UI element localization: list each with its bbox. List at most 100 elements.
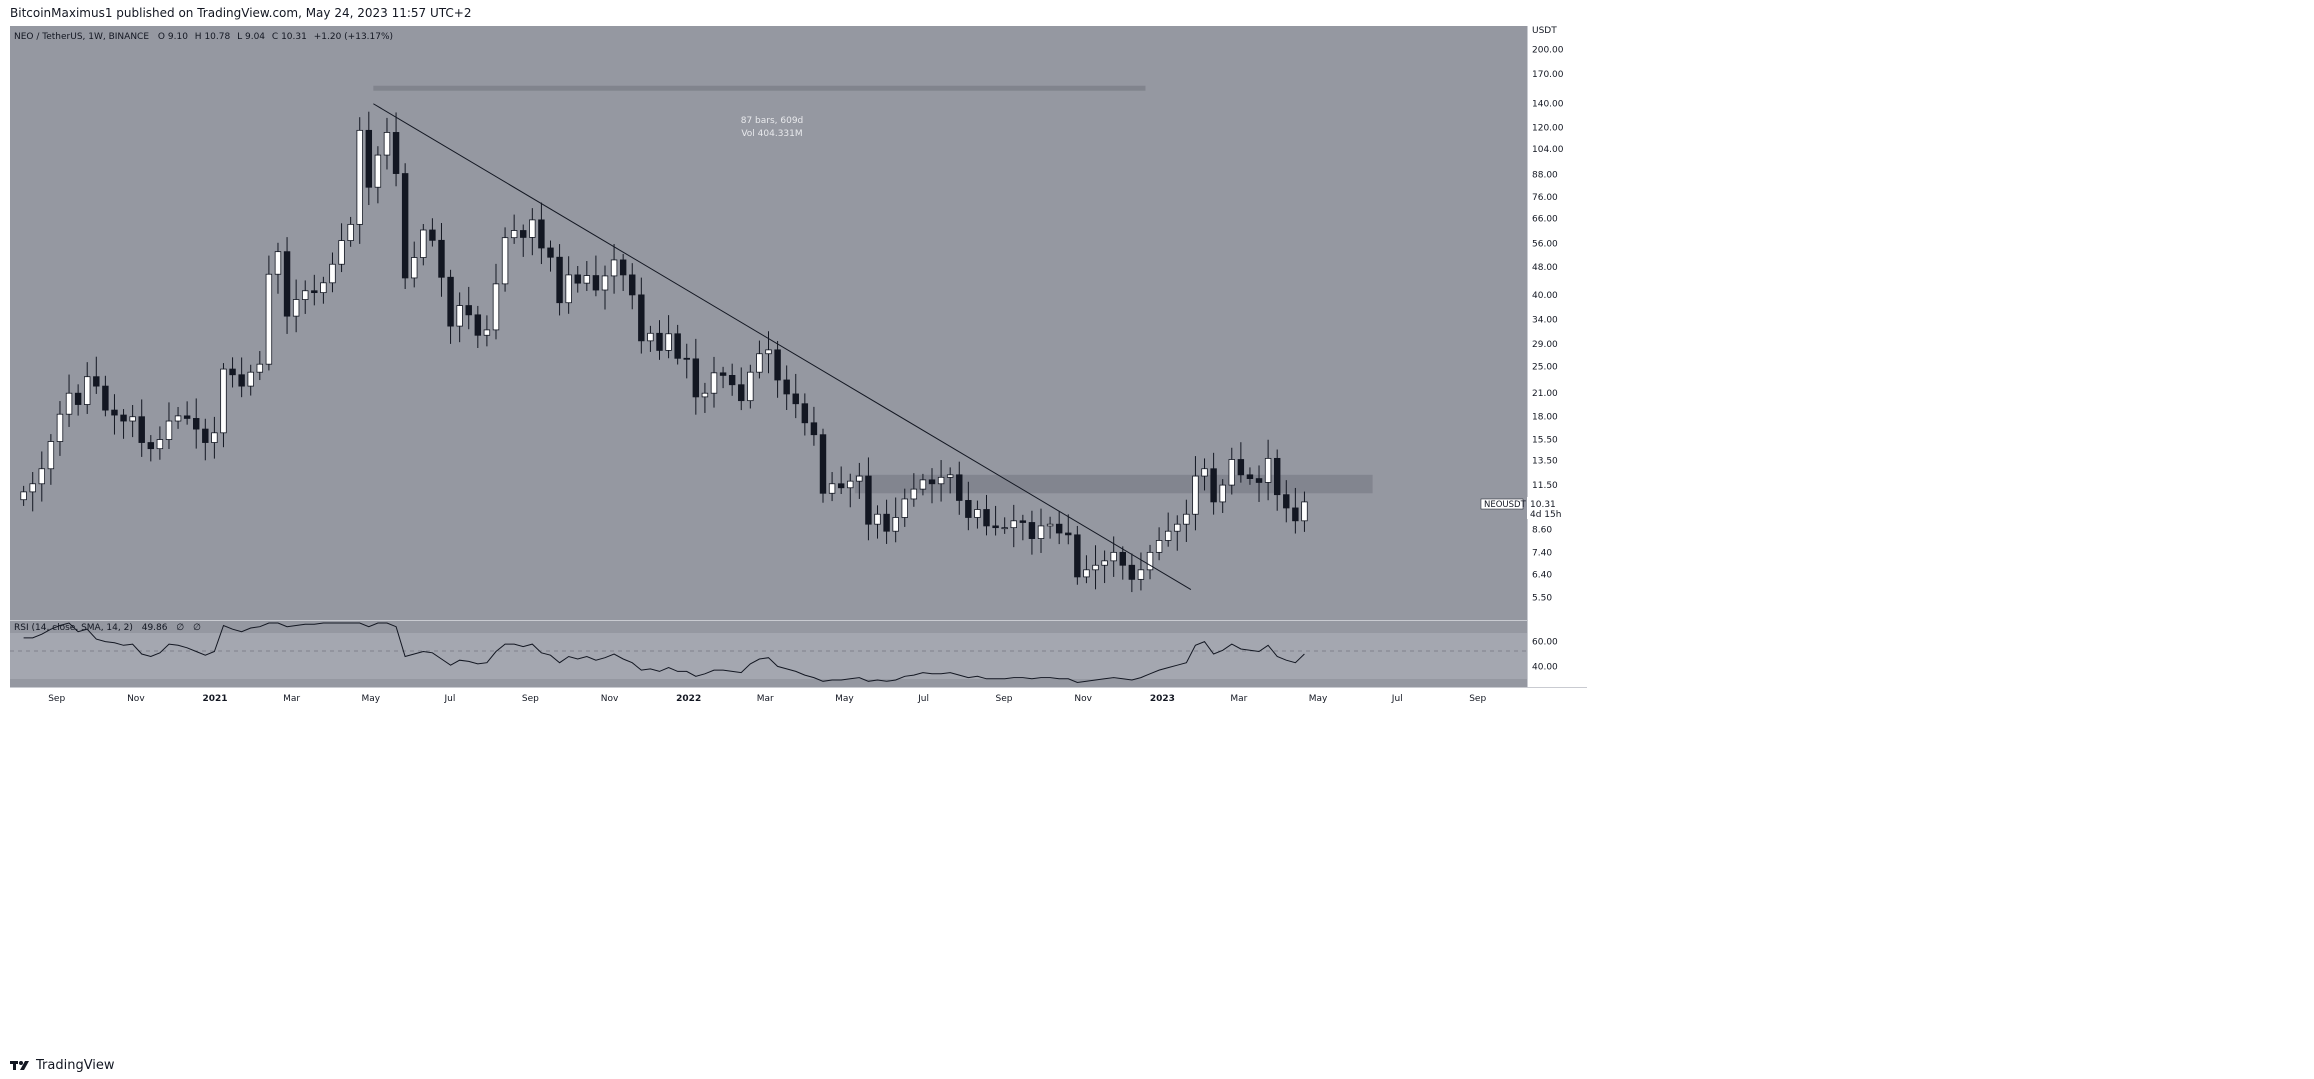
candle <box>992 505 999 536</box>
candle-body <box>1019 520 1027 523</box>
candle <box>465 286 472 330</box>
candle <box>292 279 300 333</box>
candle-body <box>347 223 354 241</box>
rsi-tick-label: 40.00 <box>1532 662 1558 672</box>
candle <box>483 315 491 347</box>
legend-high-value: 10.78 <box>204 32 230 42</box>
candle <box>783 365 790 411</box>
candle <box>338 223 345 273</box>
candle <box>1137 552 1145 591</box>
candle-body <box>865 475 872 525</box>
price-tick-label: 5.50 <box>1532 594 1552 604</box>
candle <box>592 255 600 297</box>
candle <box>447 269 454 344</box>
candle-layer <box>20 111 1308 593</box>
time-tick-label: 2022 <box>676 694 701 704</box>
price-tick-label: 11.50 <box>1532 481 1558 491</box>
candle <box>701 382 709 413</box>
price-tick-label: 200.00 <box>1532 45 1564 55</box>
candle <box>320 276 327 304</box>
candle-body <box>1137 569 1145 580</box>
candle-body <box>547 247 554 258</box>
price-tag-symbol: NEOUSDT <box>1484 500 1527 510</box>
time-tick-label: Jul <box>1391 694 1403 704</box>
candle-body <box>1301 501 1308 522</box>
candle-body <box>792 393 799 405</box>
candle <box>1055 511 1063 545</box>
zone-layer <box>373 85 1373 494</box>
candle-body <box>747 371 754 402</box>
candle-body <box>1046 523 1054 527</box>
candle-body <box>1228 459 1235 486</box>
candle-body <box>29 483 36 493</box>
candle-body <box>1092 564 1099 571</box>
candle <box>1228 447 1235 495</box>
candle <box>638 277 645 354</box>
resistance-zone <box>854 474 1373 494</box>
published-by-line: BitcoinMaximus1 published on TradingView… <box>10 6 472 20</box>
candle <box>1292 487 1299 534</box>
rsi-value: 49.86 <box>142 623 168 633</box>
legend-low-value: 9.04 <box>245 32 265 42</box>
candle <box>438 223 445 297</box>
candle <box>801 393 809 436</box>
candle <box>1201 458 1208 491</box>
rsi-extra-1: ∅ <box>176 623 184 633</box>
candle-body <box>701 392 709 398</box>
candle <box>420 224 427 266</box>
candle <box>383 117 391 170</box>
legend-change: +1.20 (+13.17%) <box>314 32 393 42</box>
candle <box>256 351 264 381</box>
candle <box>1019 514 1027 541</box>
candle <box>1119 546 1126 580</box>
candle-body <box>774 349 781 381</box>
candle <box>983 494 990 536</box>
candle <box>738 367 745 411</box>
price-axis-panel[interactable] <box>1527 26 1587 687</box>
time-tick-label: 2021 <box>203 694 228 704</box>
candle <box>247 364 254 396</box>
candle-body <box>229 368 236 376</box>
candle-body <box>965 500 972 518</box>
candlestick-chart[interactable]: 200.00 170.00 140.00 120.00 104.00 88.00 76.00… <box>10 26 2314 1057</box>
candle-body <box>910 488 918 500</box>
candle <box>520 224 527 257</box>
candle-body <box>1292 507 1299 522</box>
candle <box>837 466 845 494</box>
candle <box>1010 504 1017 548</box>
time-axis-panel[interactable] <box>10 687 1587 708</box>
candle-body <box>338 240 345 265</box>
rsi-line <box>23 622 1305 684</box>
candle-body <box>411 257 418 279</box>
candle-body <box>374 154 382 188</box>
candle <box>329 252 336 293</box>
candle <box>1246 467 1254 485</box>
time-tick-label: Sep <box>1469 694 1486 704</box>
price-pane[interactable] <box>10 26 1527 620</box>
candle <box>656 320 663 360</box>
time-axis-ticks: Sep Nov 2021 Mar May Jul Sep Nov 2022 Mar May Jul Se… <box>48 694 1486 704</box>
time-tick-label: Nov <box>127 694 145 704</box>
candle-body <box>501 237 509 285</box>
candle <box>710 356 718 408</box>
candle-body <box>1083 569 1090 578</box>
candle-body <box>320 282 327 294</box>
legend-high-label: H <box>195 32 202 42</box>
candle <box>401 163 409 290</box>
candle <box>220 363 227 448</box>
tradingview-logo-icon <box>10 1061 29 1070</box>
candle-body <box>1237 459 1245 476</box>
candle-body <box>665 333 672 351</box>
candle <box>238 357 245 398</box>
candle-body <box>383 132 391 156</box>
candle-body <box>1065 532 1072 536</box>
candle <box>392 112 400 187</box>
chart-frame[interactable]: 200.00 170.00 140.00 120.00 104.00 88.00 76.00… <box>10 26 2314 1057</box>
candle <box>619 253 627 291</box>
candle-body <box>883 513 890 532</box>
candle-body <box>1001 527 1008 530</box>
candle <box>56 401 64 456</box>
candle <box>629 263 636 310</box>
time-tick-label: Sep <box>48 694 65 704</box>
legend-low-label: L <box>237 32 242 42</box>
